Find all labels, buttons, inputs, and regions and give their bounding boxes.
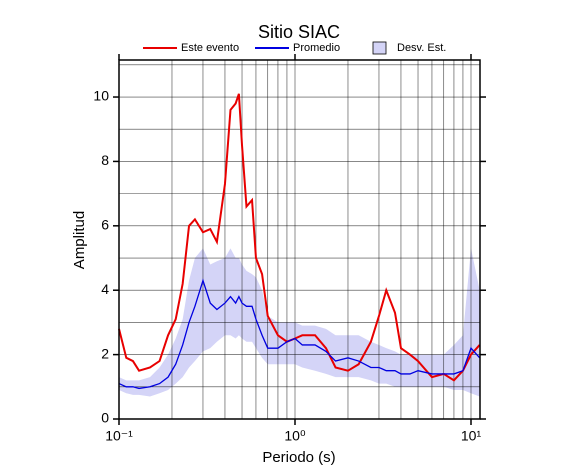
std-band (119, 248, 480, 397)
x-tick-label: 10⁻¹ (105, 428, 133, 444)
legend-label: Desv. Est. (397, 42, 446, 54)
legend-label: Promedio (293, 42, 340, 54)
chart-title: Sitio SIAC (258, 22, 340, 42)
series-line (118, 278, 481, 390)
x-tick-label: 10¹ (461, 428, 482, 444)
x-tick-label: 10⁰ (284, 428, 306, 444)
series-line (118, 93, 481, 382)
x-axis-label: Periodo (s) (262, 449, 335, 466)
y-axis-label: Amplitud (71, 211, 88, 269)
y-tick-label: 6 (101, 217, 109, 233)
y-tick-label: 2 (101, 345, 109, 361)
legend-label: Este evento (181, 42, 239, 54)
y-tick-label: 0 (101, 410, 109, 426)
y-tick-label: 8 (101, 152, 109, 168)
plot-frame (118, 59, 481, 420)
y-tick-label: 10 (93, 88, 109, 104)
y-tick-label: 4 (101, 281, 109, 297)
legend-swatch (372, 41, 387, 55)
